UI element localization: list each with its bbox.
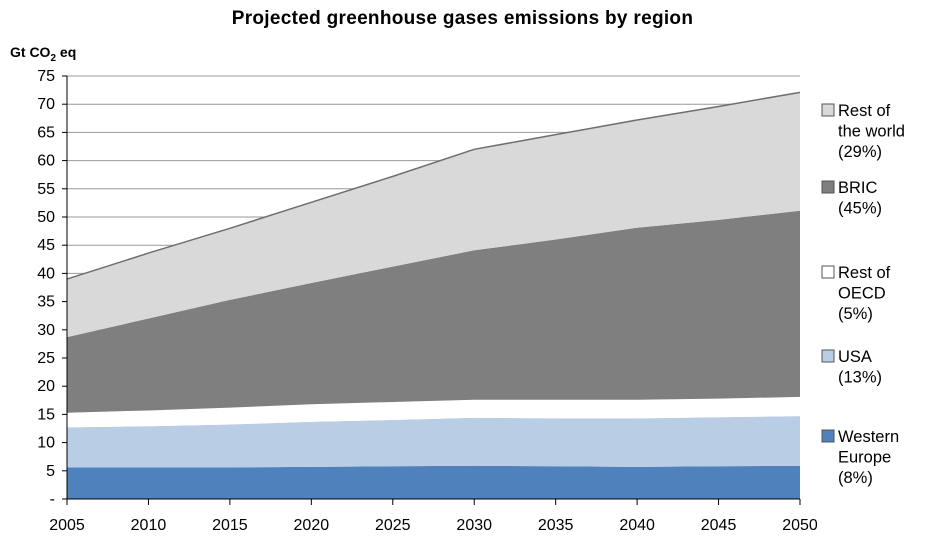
legend-label: (5%) xyxy=(838,305,873,323)
chart-title: Projected greenhouse gases emissions by … xyxy=(231,8,694,29)
legend-label: BRIC xyxy=(838,179,878,197)
legend-label: USA xyxy=(838,348,872,366)
y-tick-label: 15 xyxy=(37,406,55,423)
y-unit-subscript: 2 xyxy=(50,52,57,64)
y-tick-label: 50 xyxy=(37,209,55,226)
y-tick-label: 55 xyxy=(37,181,55,198)
x-tick-label: 2010 xyxy=(131,517,167,534)
y-tick-label: 70 xyxy=(37,96,55,113)
x-tick-label: 2015 xyxy=(212,517,248,534)
legend-swatch-1 xyxy=(821,180,835,194)
y-axis-unit-label: Gt CO2 eq xyxy=(10,44,76,64)
area-series xyxy=(66,91,801,499)
y-unit-suffix: eq xyxy=(56,44,77,60)
y-tick-label: 25 xyxy=(37,350,55,367)
x-tick-label: 2040 xyxy=(619,517,655,534)
x-tick-label: 2005 xyxy=(49,517,85,534)
x-tick-label: 2030 xyxy=(456,517,492,534)
area-series-2 xyxy=(67,396,800,428)
y-tick-label: 75 xyxy=(37,68,55,85)
legend: Rest of the world (29%) BRIC (45%) Rest of OEC… xyxy=(821,102,905,487)
area-series-3 xyxy=(67,210,800,413)
legend-swatch-0 xyxy=(821,103,835,117)
y-tick-label: 35 xyxy=(37,294,55,311)
y-tick-label: 10 xyxy=(37,435,55,452)
x-tick-label: 2045 xyxy=(701,517,737,534)
y-tick-label: 30 xyxy=(37,322,55,339)
y-tick-label: 40 xyxy=(37,265,55,282)
legend-label: Rest of xyxy=(838,264,891,282)
area-series-0 xyxy=(67,465,800,499)
legend-label: (13%) xyxy=(838,369,882,387)
x-tick-label: 2035 xyxy=(538,517,574,534)
legend-label: Rest of xyxy=(838,102,891,120)
x-tick-label: 2020 xyxy=(294,517,330,534)
y-tick-label: 20 xyxy=(37,378,55,395)
legend-swatch-3 xyxy=(821,349,835,363)
legend-swatch-4 xyxy=(821,429,835,443)
y-tick-label: 45 xyxy=(37,237,55,254)
stack-top-line xyxy=(66,91,801,280)
legend-label: the world xyxy=(838,123,905,141)
y-tick-label: 60 xyxy=(37,153,55,170)
legend-label: (45%) xyxy=(838,200,882,218)
area-series-1 xyxy=(67,416,800,468)
legend-label: (8%) xyxy=(838,469,873,487)
legend-label: OECD xyxy=(838,285,886,303)
y-tick-label: 5 xyxy=(46,463,55,480)
area-series-4 xyxy=(67,92,800,338)
legend-label: Europe xyxy=(838,449,891,467)
y-tick-label: 65 xyxy=(37,124,55,141)
x-tick-label: 2050 xyxy=(782,517,818,534)
legend-label: (29%) xyxy=(838,143,882,161)
y-unit-main: Gt CO xyxy=(10,44,51,60)
y-tick-label: - xyxy=(50,491,55,508)
legend-label: Western xyxy=(838,428,899,446)
x-tick-label: 2025 xyxy=(375,517,411,534)
legend-swatch-2 xyxy=(821,265,835,279)
